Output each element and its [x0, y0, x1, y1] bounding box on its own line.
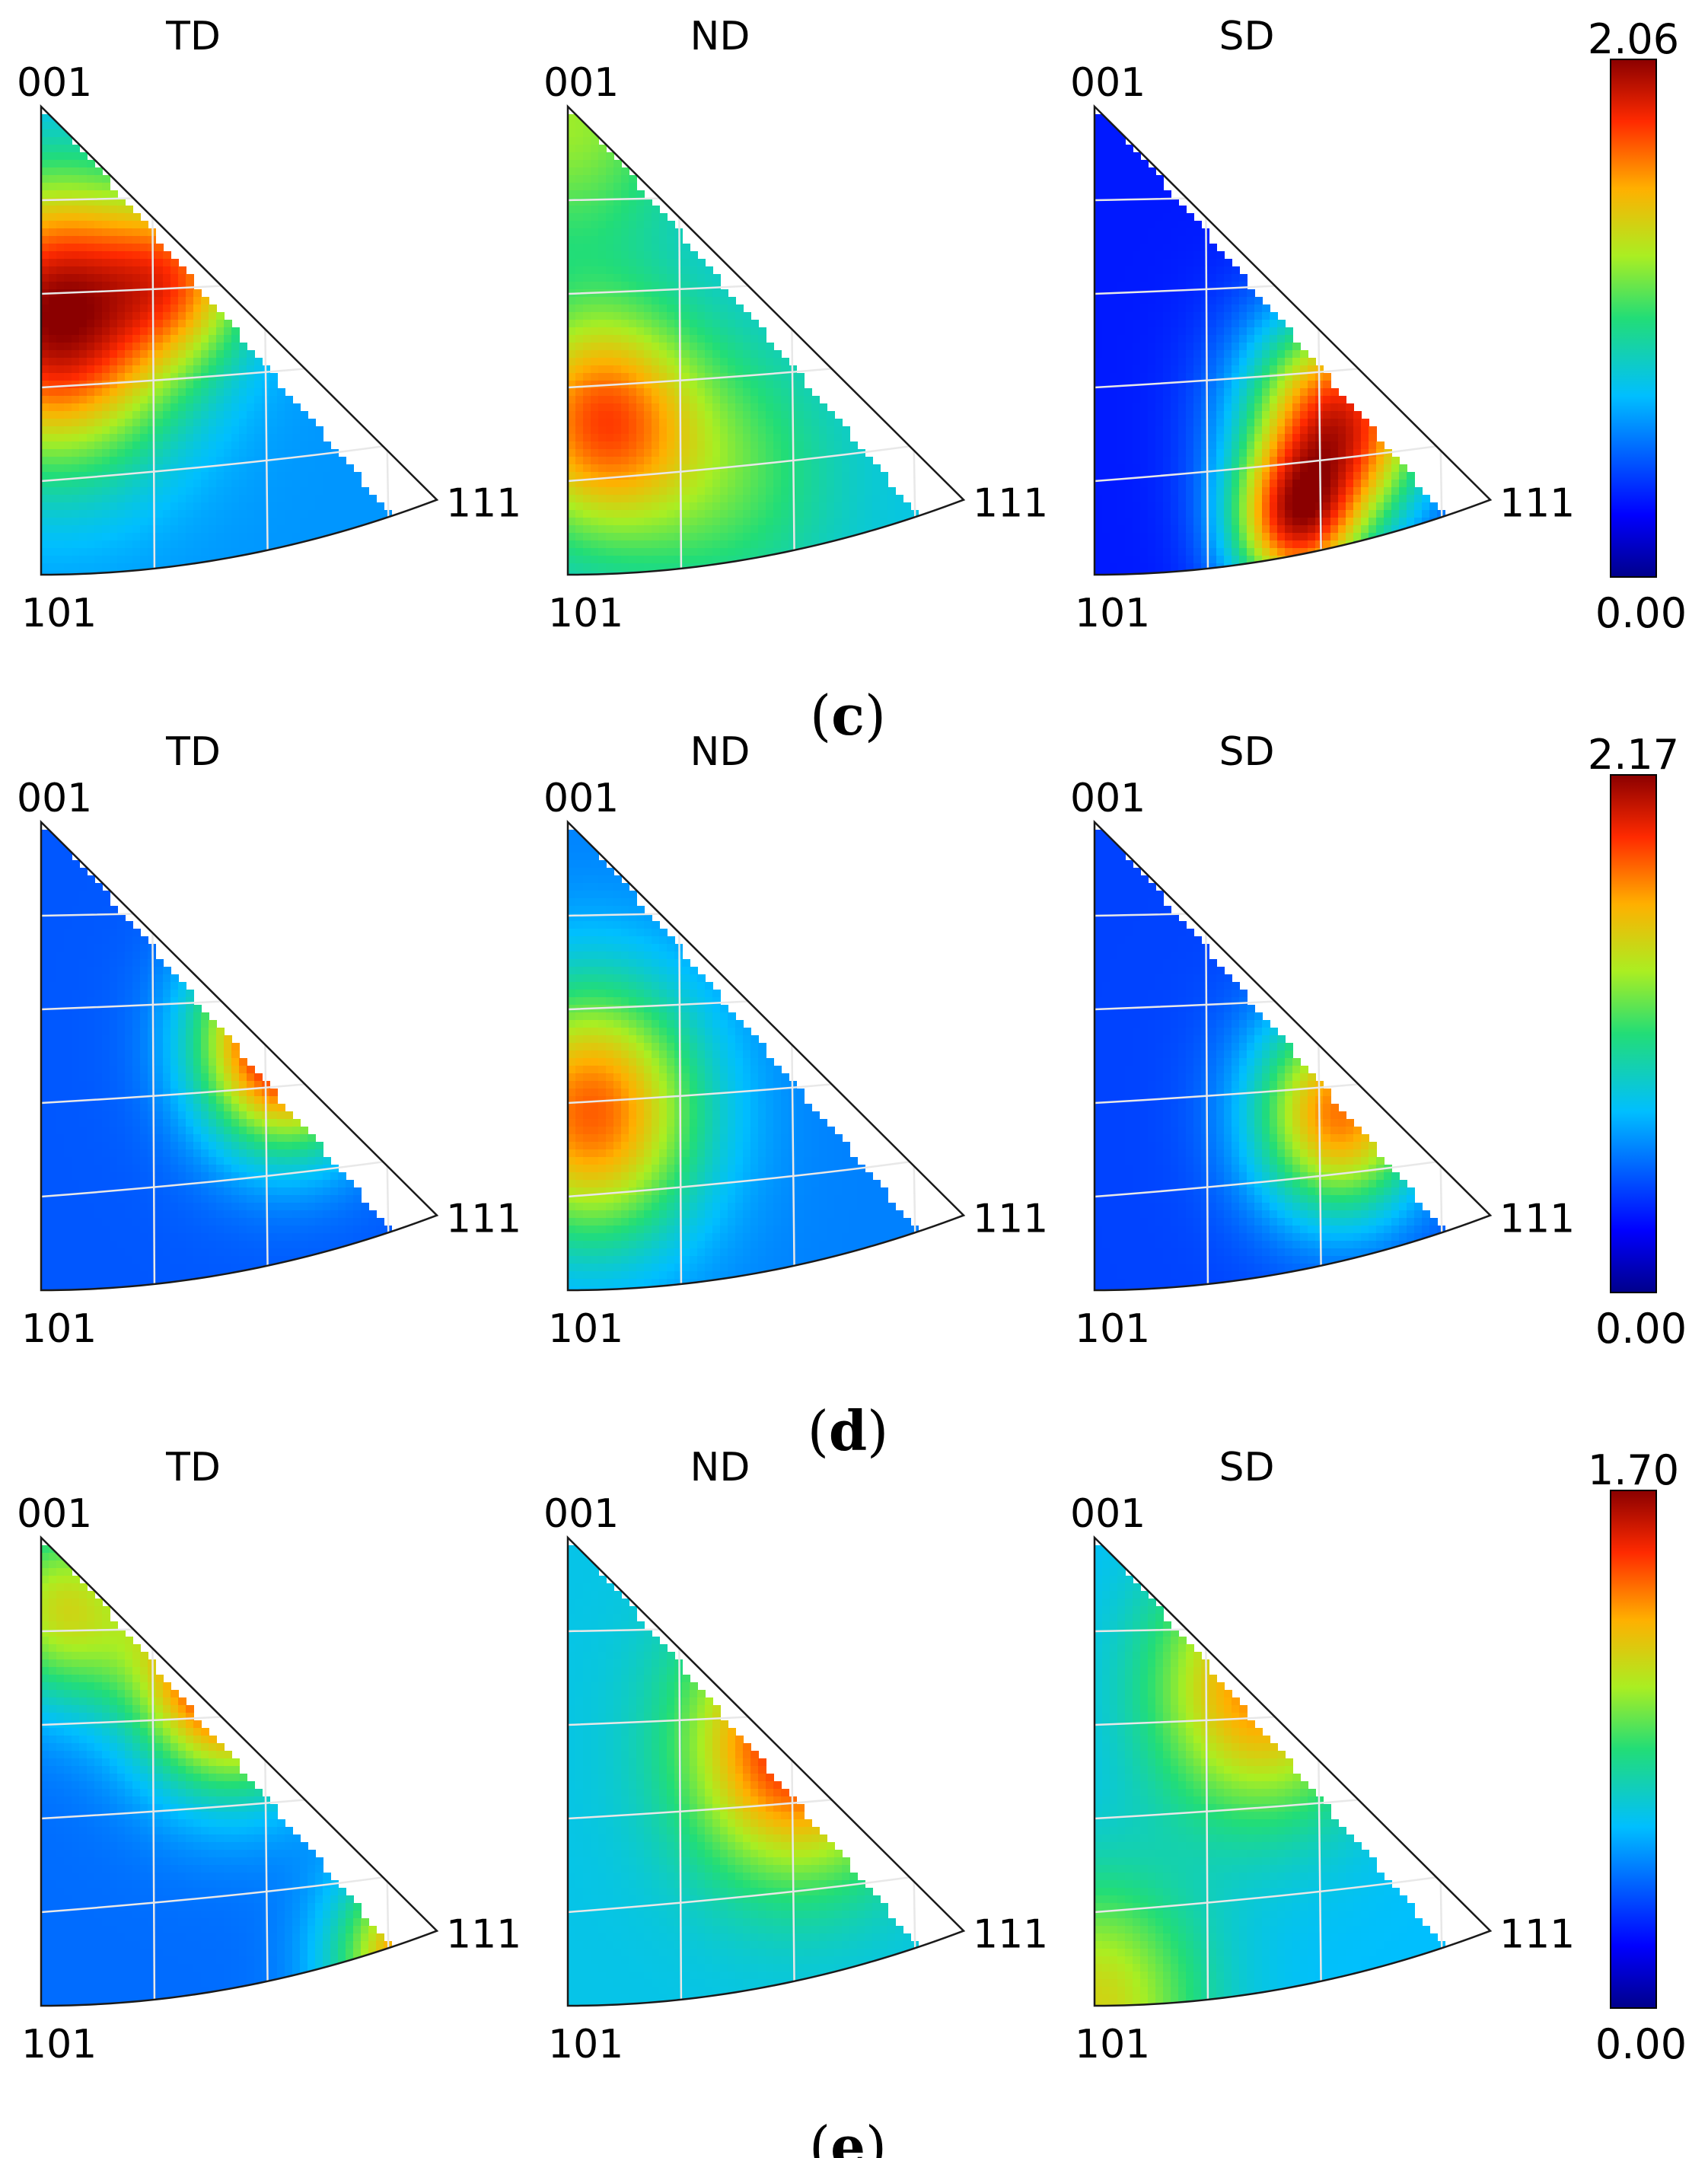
corner-111-label: 111 [446, 1912, 521, 1958]
colorbar: 1.70 0.00 [1588, 1446, 1687, 2068]
triangle-outline [566, 819, 966, 1292]
corner-001-label: 001 [543, 60, 619, 106]
triangle-outline [1093, 104, 1493, 576]
triangle-outline [1093, 819, 1493, 1292]
panel-caption: (d) [808, 1398, 889, 1463]
direction-label: TD [165, 14, 221, 59]
corner-101-label: 101 [1075, 591, 1150, 636]
corner-101-label: 101 [21, 1306, 97, 1352]
ipf-nd: ND 001 101 111 [543, 1445, 1048, 2067]
direction-label: TD [165, 1445, 221, 1490]
corner-001-label: 001 [17, 60, 92, 106]
corner-111-label: 111 [1499, 481, 1575, 527]
ipf-td: TD 001 101 111 [17, 14, 521, 636]
heatmap [1095, 1545, 1445, 2006]
corner-001-label: 001 [543, 776, 619, 821]
panel-e: TD 001 101 111 ND 001 101 111 SD 001 101… [17, 1445, 1687, 2158]
heatmap [568, 114, 919, 575]
corner-111-label: 111 [973, 1912, 1048, 1958]
colorbar-min-label: 0.00 [1595, 2020, 1687, 2068]
colorbar-max-label: 1.70 [1588, 1446, 1679, 1494]
triangle-outline [566, 104, 966, 576]
ipf-sd: SD 001 101 111 [1070, 14, 1575, 636]
direction-label: SD [1219, 729, 1274, 775]
colorbar-gradient [1610, 774, 1657, 1293]
ipf-nd: ND 001 101 111 [543, 729, 1048, 1352]
ipf-td: TD 001 101 111 [17, 1445, 521, 2067]
corner-001-label: 001 [1070, 1491, 1146, 1537]
heatmap [41, 114, 392, 575]
corner-101-label: 101 [21, 591, 97, 636]
triangle-outline [40, 1535, 439, 2007]
corner-001-label: 001 [1070, 60, 1146, 106]
heatmap [1095, 830, 1445, 1290]
heatmap [41, 830, 392, 1290]
panel-caption-letter: d [829, 1398, 867, 1463]
heatmap [568, 830, 919, 1290]
panel-caption-letter: e [830, 2114, 865, 2158]
direction-label: ND [690, 729, 750, 775]
colorbar-max-label: 2.17 [1588, 731, 1679, 779]
heatmap [41, 1545, 392, 2006]
corner-101-label: 101 [1075, 2022, 1150, 2067]
panel-caption-letter: c [831, 683, 865, 747]
colorbar: 2.06 0.00 [1588, 15, 1687, 637]
direction-label: TD [165, 729, 221, 775]
corner-101-label: 101 [1075, 1306, 1150, 1352]
colorbar-min-label: 0.00 [1595, 1305, 1687, 1353]
heatmap [1095, 114, 1445, 575]
colorbar-max-label: 2.06 [1588, 15, 1679, 63]
direction-label: ND [690, 1445, 750, 1490]
corner-111-label: 111 [1499, 1912, 1575, 1958]
corner-111-label: 111 [1499, 1197, 1575, 1242]
panel-c: TD 001 101 111 ND 001 101 111 SD 001 101… [17, 14, 1687, 747]
corner-101-label: 101 [548, 2022, 623, 2067]
corner-001-label: 001 [17, 1491, 92, 1537]
direction-label: ND [690, 14, 750, 59]
corner-001-label: 001 [17, 776, 92, 821]
triangle-outline [1093, 1535, 1493, 2007]
corner-111-label: 111 [973, 1197, 1048, 1242]
colorbar-gradient [1610, 1490, 1657, 2009]
corner-101-label: 101 [21, 2022, 97, 2067]
colorbar: 2.17 0.00 [1588, 731, 1687, 1353]
panel-caption: (c) [810, 683, 886, 747]
direction-label: SD [1219, 14, 1274, 59]
corner-101-label: 101 [548, 1306, 623, 1352]
colorbar-gradient [1610, 59, 1657, 578]
panel-caption: (e) [809, 2114, 887, 2158]
triangle-outline [40, 819, 439, 1292]
corner-111-label: 111 [446, 1197, 521, 1242]
panel-d: TD 001 101 111 ND 001 101 111 SD 001 101… [17, 729, 1687, 1463]
triangle-outline [40, 104, 439, 576]
direction-label: SD [1219, 1445, 1274, 1490]
triangle-outline [566, 1535, 966, 2007]
heatmap [568, 1545, 919, 2006]
ipf-sd: SD 001 101 111 [1070, 729, 1575, 1352]
corner-001-label: 001 [543, 1491, 619, 1537]
ipf-nd: ND 001 101 111 [543, 14, 1048, 636]
corner-111-label: 111 [446, 481, 521, 527]
ipf-td: TD 001 101 111 [17, 729, 521, 1352]
corner-001-label: 001 [1070, 776, 1146, 821]
corner-111-label: 111 [973, 481, 1048, 527]
corner-101-label: 101 [548, 591, 623, 636]
ipf-sd: SD 001 101 111 [1070, 1445, 1575, 2067]
colorbar-min-label: 0.00 [1595, 589, 1687, 637]
